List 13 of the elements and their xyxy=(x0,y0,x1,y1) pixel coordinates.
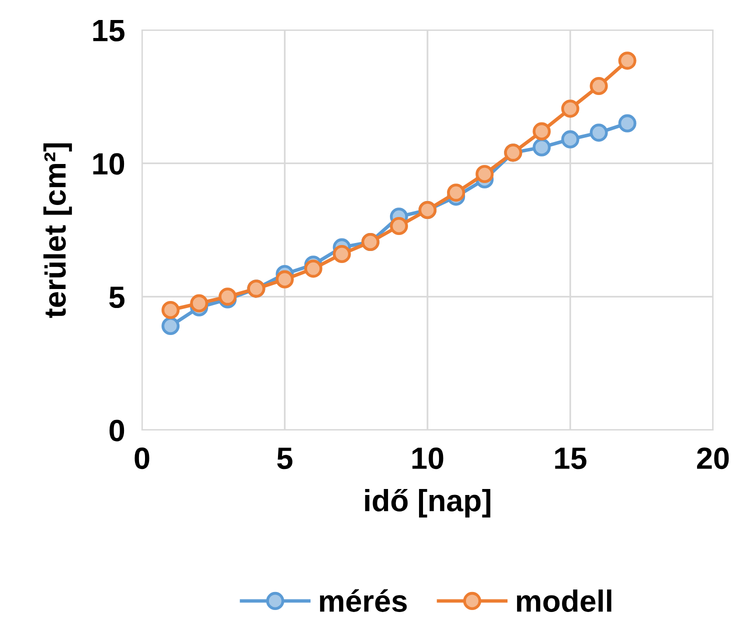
y-axis-title: terület [cm²] xyxy=(43,143,72,318)
y-tick-label: 15 xyxy=(93,20,124,42)
legend-label: mérés xyxy=(320,589,407,612)
x-tick-label: 10 xyxy=(412,447,444,470)
x-axis-title: idő [nap] xyxy=(365,489,490,518)
y-tick-label: 0 xyxy=(110,420,124,442)
y-tick-label: 5 xyxy=(109,286,124,308)
x-tick-label: 5 xyxy=(277,448,292,470)
x-tick-label: 20 xyxy=(697,447,729,470)
legend-label: modell xyxy=(516,590,612,612)
x-tick-label: 15 xyxy=(555,448,586,470)
y-tick-label: 10 xyxy=(93,153,124,175)
x-tick-label: 0 xyxy=(134,447,150,470)
